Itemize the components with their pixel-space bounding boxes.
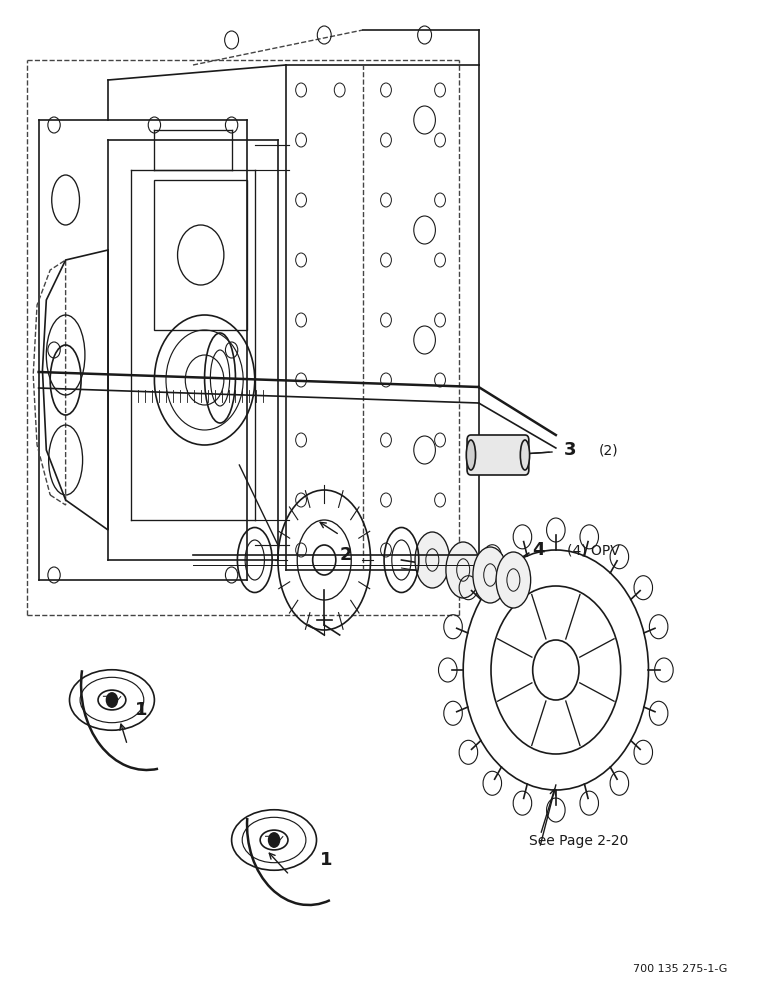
Circle shape [107,693,117,707]
Circle shape [269,833,279,847]
Text: 1: 1 [135,701,147,719]
Text: See Page 2-20: See Page 2-20 [529,834,628,848]
Text: (4) OPV: (4) OPV [567,544,620,558]
Text: 4: 4 [533,541,545,559]
Text: (2): (2) [598,444,618,458]
Ellipse shape [496,552,530,608]
Text: 700 135 275-1-G: 700 135 275-1-G [633,964,727,974]
Text: 1: 1 [320,851,333,869]
Ellipse shape [446,542,480,598]
Ellipse shape [415,532,449,588]
FancyBboxPatch shape [467,435,529,475]
Text: 2: 2 [340,546,352,564]
Ellipse shape [520,440,530,470]
Ellipse shape [466,440,476,470]
Text: 3: 3 [564,441,576,459]
Ellipse shape [473,547,507,603]
